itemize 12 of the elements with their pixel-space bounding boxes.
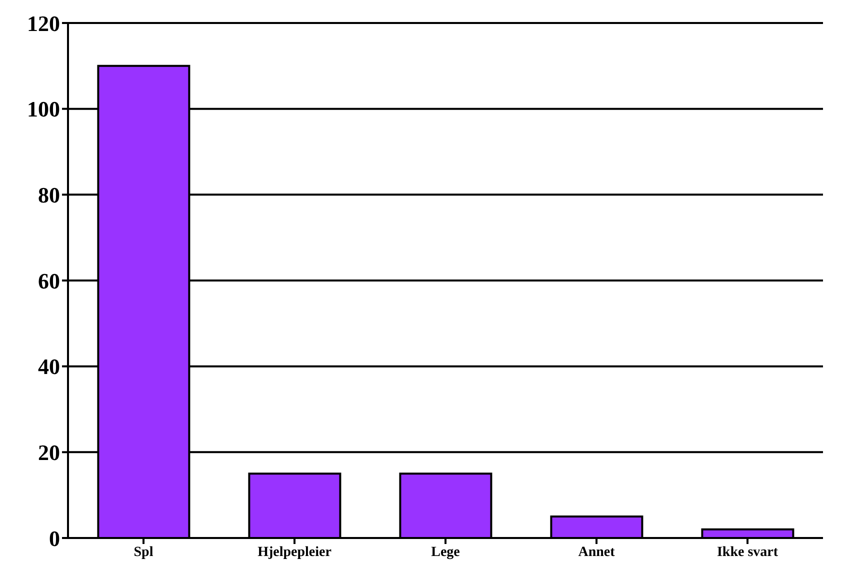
- x-tick-label: Spl: [134, 544, 154, 560]
- y-tick-label: 60: [38, 268, 60, 294]
- y-tick-label: 100: [27, 96, 60, 122]
- x-tick-label: Ikke svart: [716, 544, 778, 560]
- y-tick-label: 120: [27, 10, 60, 36]
- y-tick-label: 0: [49, 526, 60, 551]
- x-tick-label: Annet: [578, 544, 616, 560]
- y-tick-label: 20: [38, 440, 60, 465]
- y-tick-label: 40: [38, 354, 60, 380]
- x-tick-label: Hjelpepleier: [258, 544, 332, 560]
- x-tick-label: Lege: [431, 544, 460, 560]
- y-tick-label: 80: [38, 182, 60, 208]
